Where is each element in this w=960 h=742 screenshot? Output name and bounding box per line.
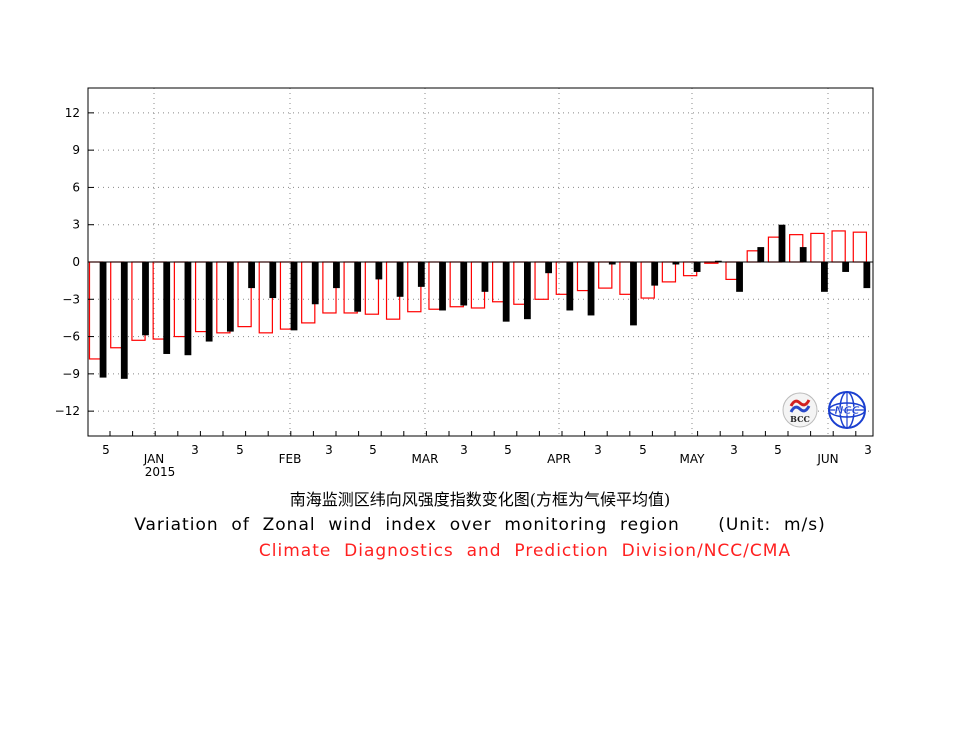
observed-bar <box>502 262 510 322</box>
english-caption: Variation of Zonal wind index over monit… <box>134 515 826 535</box>
observed-bar <box>778 224 786 262</box>
y-tick-label: −6 <box>62 330 80 344</box>
grid-lines <box>88 88 873 436</box>
month-label: MAR <box>412 452 439 466</box>
observed-bar <box>736 262 743 292</box>
x-tick-label: 3 <box>460 443 468 457</box>
observed-bar <box>608 262 616 265</box>
observed-bar <box>714 260 722 262</box>
observed-bar <box>672 262 680 265</box>
y-tick-label: 6 <box>72 180 80 194</box>
x-tick-label: 5 <box>102 443 110 457</box>
observed-bar <box>248 262 255 289</box>
observed-bar <box>163 262 171 354</box>
year-label: 2015 <box>145 465 176 479</box>
observed-bar <box>375 262 383 280</box>
x-tick-label: 3 <box>594 443 602 457</box>
observed-bar <box>460 262 468 306</box>
ncc-logo: NCC <box>828 391 866 429</box>
x-tick-label: 5 <box>236 443 244 457</box>
climatology-bar <box>810 232 825 263</box>
x-tick-label: 5 <box>774 443 782 457</box>
bars <box>88 224 871 379</box>
observed-bar <box>290 262 298 331</box>
observed-bar <box>417 262 425 287</box>
x-tick-label: 3 <box>864 443 872 457</box>
month-label: JUN <box>816 452 838 466</box>
observed-bar <box>863 262 871 289</box>
y-tick-label: 3 <box>72 218 80 232</box>
climatology-bar <box>661 261 677 283</box>
observed-bar <box>333 262 340 289</box>
bcc-logo-text: BCC <box>790 414 810 424</box>
observed-bar <box>354 262 362 312</box>
y-tick-label: −3 <box>62 292 80 306</box>
observed-bar <box>842 262 850 272</box>
observed-bar <box>693 262 701 272</box>
y-tick-label: 0 <box>72 255 80 269</box>
climatology-bar <box>852 231 868 263</box>
x-tick-label: 5 <box>639 443 647 457</box>
observed-bar <box>630 262 637 326</box>
y-axis: 12 9 6 3 0 −3 −6 −9 −12 <box>55 106 94 418</box>
observed-bar <box>396 262 404 297</box>
observed-bar <box>311 262 319 305</box>
observed-bar <box>566 262 574 311</box>
month-label: JAN <box>143 452 165 466</box>
observed-bar <box>821 262 828 292</box>
observed-bar <box>651 262 659 286</box>
observed-bar <box>99 262 107 378</box>
observed-bar <box>757 247 765 262</box>
observed-bar <box>184 262 192 356</box>
observed-bar <box>226 262 234 332</box>
x-tick-label: 3 <box>730 443 738 457</box>
observed-bar <box>205 262 213 342</box>
ncc-logo-text: NCC <box>834 404 859 417</box>
month-label: MAY <box>680 452 706 466</box>
observed-bar <box>587 262 595 316</box>
climatology-bar <box>831 230 846 263</box>
x-tick-label: 5 <box>369 443 377 457</box>
x-tick-label: 3 <box>325 443 333 457</box>
y-tick-label: −9 <box>62 367 80 381</box>
y-tick-label: 9 <box>72 143 80 157</box>
chinese-caption: 南海监测区纬向风强度指数变化图(方框为气候平均值) <box>289 490 671 509</box>
observed-bar <box>120 262 128 379</box>
x-axis: 5 3 5 3 5 3 5 3 5 3 5 3 JAN FEB MAR APR MAY JUN 2015 <box>102 431 872 479</box>
month-label: APR <box>547 452 571 466</box>
observed-bar <box>142 262 149 336</box>
observed-bar <box>523 262 531 320</box>
x-tick-label: 3 <box>191 443 199 457</box>
x-tick-label: 5 <box>504 443 512 457</box>
y-tick-label: −12 <box>55 404 80 418</box>
organization-caption: Climate Diagnostics and Prediction Divis… <box>258 541 792 561</box>
month-label: FEB <box>279 452 302 466</box>
observed-bar <box>269 262 277 299</box>
observed-bar <box>439 262 446 311</box>
observed-bar <box>481 262 489 292</box>
observed-bar <box>799 247 807 262</box>
climatology-bar <box>598 261 613 289</box>
observed-bar <box>545 262 552 274</box>
bcc-logo: BCC <box>782 392 818 428</box>
y-tick-label: 12 <box>65 106 80 120</box>
